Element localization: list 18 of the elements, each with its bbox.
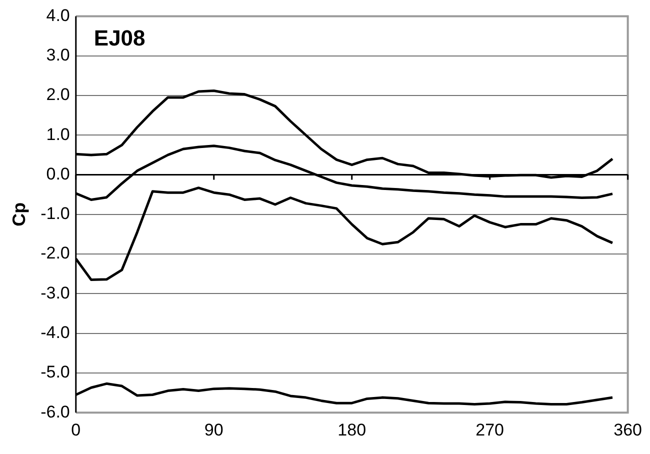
y-tick-label: 1.0: [46, 124, 70, 144]
y-tick-label: 3.0: [46, 46, 70, 65]
x-tick-label: 0: [71, 420, 81, 440]
y-tick-label: 0.0: [46, 164, 70, 184]
y-axis-title: Cp: [8, 202, 29, 226]
x-tick-label: 180: [338, 420, 366, 440]
y-tick-label: -3.0: [40, 283, 70, 302]
y-tick-label: -2.0: [40, 244, 70, 263]
chart-title: EJ08: [94, 25, 146, 50]
x-tick-label: 270: [476, 420, 504, 440]
x-tick-label: 90: [204, 420, 224, 440]
x-tick-label: 360: [614, 420, 642, 440]
y-tick-label: -5.0: [40, 362, 70, 382]
y-tick-label: -4.0: [40, 323, 70, 342]
y-tick-label: 2.0: [46, 85, 70, 104]
y-tick-label: -1.0: [40, 204, 70, 224]
y-tick-label: -6.0: [40, 402, 70, 422]
y-tick-label: 4.0: [46, 6, 70, 25]
